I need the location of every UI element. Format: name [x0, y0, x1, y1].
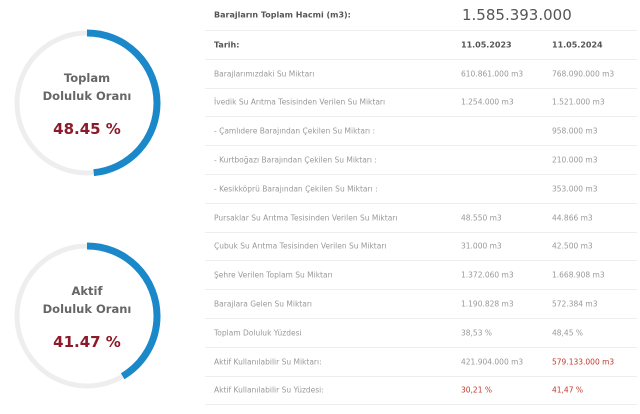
gauge-ring: [13, 242, 161, 390]
gauge-title-line2: Doluluk Oranı: [42, 89, 132, 103]
value-2023: 610.861.000 m3: [461, 69, 524, 79]
gauge-total-fill: Toplam Doluluk Oranı 48.45 %: [13, 29, 161, 177]
table-row: İvedik Su Arıtma Tesisinden Verilen Su M…: [205, 89, 637, 118]
row-label: Barajlara Gelen Su Miktarı: [214, 299, 313, 309]
table-row: Aktif Kullanılabilir Su Yüzdesi: 30,21 % 4…: [205, 377, 637, 406]
value-2024: 353.000 m3: [552, 184, 598, 194]
table-row: Pursaklar Su Arıtma Tesisinden Verilen S…: [205, 204, 637, 233]
date-header-row: Tarih: 11.05.2023 11.05.2024: [205, 31, 637, 60]
table-row: - Kesikköprü Barajından Çekilen Su Mikta…: [205, 175, 637, 204]
value-2023: 30,21 %: [461, 385, 492, 395]
gauge-ring: [13, 29, 161, 177]
value-2024: 1.668.908 m3: [552, 270, 605, 280]
table-row: Toplam Doluluk Yüzdesi 38,53 % 48,45 %: [205, 319, 637, 348]
row-label: Aktif Kullanılabilir Su Yüzdesi:: [214, 385, 324, 395]
date-column-1: 11.05.2023: [461, 40, 512, 50]
value-2023: 38,53 %: [461, 328, 492, 338]
row-label: - Kesikköprü Barajından Çekilen Su Mikta…: [214, 184, 378, 194]
total-volume-label: Barajların Toplam Hacmi (m3):: [214, 10, 351, 20]
row-label: Aktif Kullanılabilir Su Miktarı:: [214, 357, 322, 367]
total-volume-row: Barajların Toplam Hacmi (m3): 1.585.393.…: [205, 0, 637, 31]
value-2024: 48,45 %: [552, 328, 583, 338]
value-2023: 1.190.828 m3: [461, 299, 514, 309]
table-row: - Kurtboğazı Barajından Çekilen Su Mikta…: [205, 146, 637, 175]
table-row: Barajlara Gelen Su Miktarı 1.190.828 m3 57…: [205, 290, 637, 319]
table-row: Aktif Kullanılabilir Su Miktarı: 421.904.…: [205, 348, 637, 377]
row-label: - Kurtboğazı Barajından Çekilen Su Mikta…: [214, 155, 377, 165]
row-label: Pursaklar Su Arıtma Tesisinden Verilen S…: [214, 213, 398, 223]
gauge-title-line2: Doluluk Oranı: [42, 302, 132, 316]
gauge-title-line1: Aktif: [71, 284, 103, 298]
value-2024: 1.521.000 m3: [552, 97, 605, 107]
value-2023: 48.550 m3: [461, 213, 502, 223]
value-2023: 31.000 m3: [461, 241, 502, 251]
value-2024: 42.500 m3: [552, 241, 593, 251]
date-column-2: 11.05.2024: [552, 40, 603, 50]
table-row: - Çamlıdere Barajından Çekilen Su Miktar…: [205, 117, 637, 147]
gauge-arc: [13, 242, 161, 390]
gauge-title-line1: Toplam: [63, 71, 111, 85]
gauge-value: 48.45 %: [53, 120, 121, 138]
value-2023: 1.372.060 m3: [461, 270, 514, 280]
gauge-arc: [13, 29, 161, 177]
row-label: İvedik Su Arıtma Tesisinden Verilen Su M…: [214, 97, 386, 107]
row-label: Barajlarımızdaki Su Miktarı: [214, 69, 315, 79]
value-2024: 210.000 m3: [552, 155, 598, 165]
value-2023: 1.254.000 m3: [461, 97, 514, 107]
value-2023: 421.904.000 m3: [461, 357, 524, 367]
gauge-active-fill: Aktif Doluluk Oranı 41.47 %: [13, 242, 161, 390]
value-2024: 44.866 m3: [552, 213, 593, 223]
value-2024: 958.000 m3: [552, 126, 598, 136]
table-row: Çubuk Su Arıtma Tesisinden Verilen Su Mi…: [205, 233, 637, 262]
row-label: Toplam Doluluk Yüzdesi: [214, 328, 302, 338]
total-volume-value: 1.585.393.000: [462, 6, 572, 24]
row-label: - Çamlıdere Barajından Çekilen Su Miktar…: [214, 126, 376, 136]
table-row: Barajlarımızdaki Su Miktarı 610.861.000 m…: [205, 60, 637, 89]
row-label: Şehre Verilen Toplam Su Miktarı: [214, 270, 333, 280]
dam-stats-table: Barajların Toplam Hacmi (m3): 1.585.393.…: [205, 0, 637, 406]
gauge-value: 41.47 %: [53, 333, 121, 351]
value-2024: 572.384 m3: [552, 299, 598, 309]
table-row: Şehre Verilen Toplam Su Miktarı 1.372.060…: [205, 261, 637, 291]
value-2024: 579.133.000 m3: [552, 357, 615, 367]
value-2024: 41,47 %: [552, 385, 583, 395]
row-label: Çubuk Su Arıtma Tesisinden Verilen Su Mi…: [214, 241, 387, 251]
date-label: Tarih:: [214, 40, 240, 50]
value-2024: 768.090.000 m3: [552, 69, 615, 79]
